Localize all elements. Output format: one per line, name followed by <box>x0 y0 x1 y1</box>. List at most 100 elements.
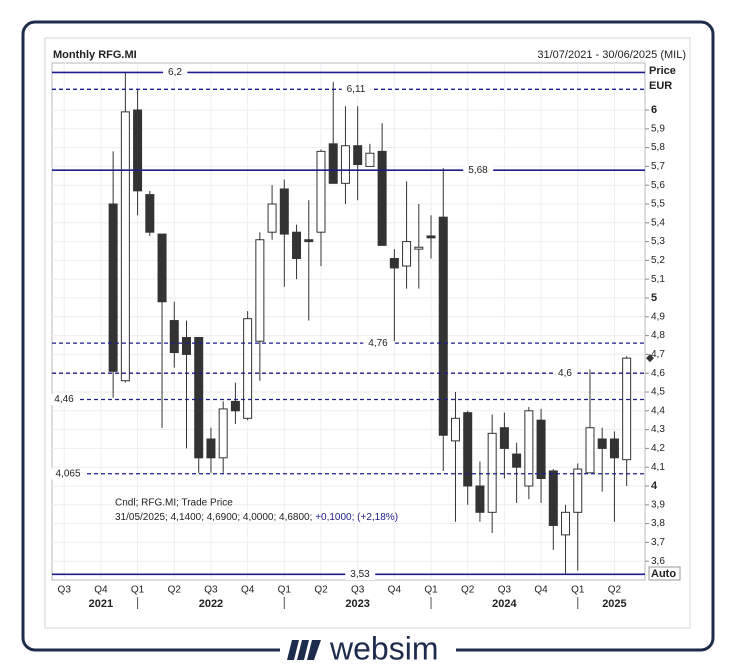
logo-bg <box>280 630 456 670</box>
y-tick-label: 4,2 <box>651 443 665 454</box>
level-label-bg <box>341 83 371 95</box>
level-label: 5,68 <box>468 165 488 176</box>
candle-body <box>536 419 546 479</box>
level-label-bg <box>345 569 376 581</box>
y-tick-label: 5,5 <box>651 199 665 210</box>
candle-body <box>365 152 375 167</box>
candle-body <box>389 258 399 269</box>
candle-body <box>340 145 350 184</box>
candle-body <box>230 400 240 412</box>
level-label: 4,76 <box>368 338 388 349</box>
candle-body <box>414 246 424 250</box>
y-tick-label: 3,6 <box>651 556 665 567</box>
y-tick-label: 6 <box>651 104 657 116</box>
y-tick-label: 4,4 <box>651 405 665 416</box>
y-tick-label: 4,3 <box>651 424 665 435</box>
candle-body <box>463 412 473 487</box>
x-tick-label: Q3 <box>204 585 218 596</box>
logo-icon <box>287 640 321 660</box>
x-tick-label: Q4 <box>94 585 108 596</box>
y-label: Price <box>649 65 676 77</box>
candle-body <box>169 320 179 354</box>
candle-body <box>108 203 118 372</box>
y-tick-label: 4,6 <box>651 368 665 379</box>
candle-body <box>243 318 253 419</box>
brand[interactable]: websim <box>329 630 438 666</box>
candle-body <box>524 410 534 487</box>
y-tick-label: 5,8 <box>651 142 665 153</box>
y-tick-label: 4,9 <box>651 311 665 322</box>
candle-body <box>573 468 583 513</box>
chart-title: Monthly RFG.MI <box>53 49 137 61</box>
candle-body <box>194 336 204 459</box>
year-label: 2022 <box>199 598 223 610</box>
level-label: 4,065 <box>55 468 80 479</box>
candle-body <box>120 111 130 382</box>
level-label-bg <box>50 468 86 480</box>
candle-body <box>316 150 326 233</box>
candle-body <box>218 408 228 459</box>
level-label-bg <box>49 394 80 406</box>
year-label: 2023 <box>345 598 369 610</box>
candle-body <box>328 143 338 184</box>
y-tick-label: 5,3 <box>651 236 665 247</box>
y-tick-label: 3,9 <box>651 499 665 510</box>
candle-body <box>206 438 216 459</box>
y-tick-label: 5,4 <box>651 217 665 228</box>
level-label-bg <box>463 164 494 176</box>
y-tick-label: 4,7 <box>651 349 665 360</box>
candle-body <box>487 432 497 513</box>
last-price-marker <box>646 354 654 363</box>
y-tick-label: 5,7 <box>651 161 665 172</box>
x-tick-label: Q2 <box>168 585 182 596</box>
candle-body <box>585 427 595 474</box>
y-tick-label: 5 <box>651 292 657 304</box>
candle-body <box>279 188 289 235</box>
candle-body <box>267 203 277 233</box>
candle-body <box>145 194 155 233</box>
x-tick-label: Q4 <box>241 585 255 596</box>
year-label: 2021 <box>89 598 113 610</box>
level-label-bg <box>363 337 394 349</box>
year-label: 2025 <box>602 598 626 610</box>
candle-body <box>438 216 448 436</box>
candle-body <box>353 145 363 166</box>
x-tick-label: Q1 <box>131 585 145 596</box>
candle-body <box>475 485 485 513</box>
candle-body <box>548 470 558 526</box>
candle-body <box>622 357 632 461</box>
level-label: 6,2 <box>168 67 182 78</box>
y-tick-label: 4,8 <box>651 330 665 341</box>
x-tick-label: Q2 <box>314 585 328 596</box>
y-tick-label: 4,1 <box>651 462 665 473</box>
candle-body <box>377 150 387 246</box>
candle-body <box>292 231 302 260</box>
x-tick-label: Q2 <box>461 585 475 596</box>
info-change: +0,1000; (+2,18%) <box>315 512 398 523</box>
candle-body <box>133 109 143 192</box>
candle-body <box>157 233 167 303</box>
info-values: 31/05/2025; 4,1400; 4,6900; 4,0000; 4,68… <box>115 512 312 523</box>
auto-box[interactable] <box>648 566 681 581</box>
candle-body <box>402 241 412 267</box>
scale-mode[interactable]: Auto <box>651 568 676 580</box>
x-tick-label: Q1 <box>571 585 585 596</box>
candle-body <box>181 336 191 355</box>
y-tick-label: 5,2 <box>651 255 665 266</box>
x-tick-label: Q3 <box>58 585 72 596</box>
x-tick-label: Q3 <box>351 585 365 596</box>
y-tick-label: 4,5 <box>651 387 665 398</box>
plot: 3,6 3,7 3,8 3,9 4 4,1 4,2 4,3 4,4 4,5 4,6 4,7 4,8 4,9… <box>49 63 665 610</box>
x-tick-label: Q1 <box>278 585 292 596</box>
level-label: 6,11 <box>347 84 366 95</box>
level-label: 3,53 <box>350 569 370 580</box>
chart-subtitle: 31/07/2021 - 30/06/2025 (MIL) <box>537 49 686 61</box>
year-label: 2024 <box>492 598 517 610</box>
level-label-bg <box>553 367 578 379</box>
y-tick-label: 5,6 <box>651 180 665 191</box>
x-tick-label: Q4 <box>534 585 548 596</box>
candle-body <box>450 417 460 442</box>
y-tick-label: 3,7 <box>651 537 665 548</box>
x-tick-label: Q1 <box>424 585 438 596</box>
